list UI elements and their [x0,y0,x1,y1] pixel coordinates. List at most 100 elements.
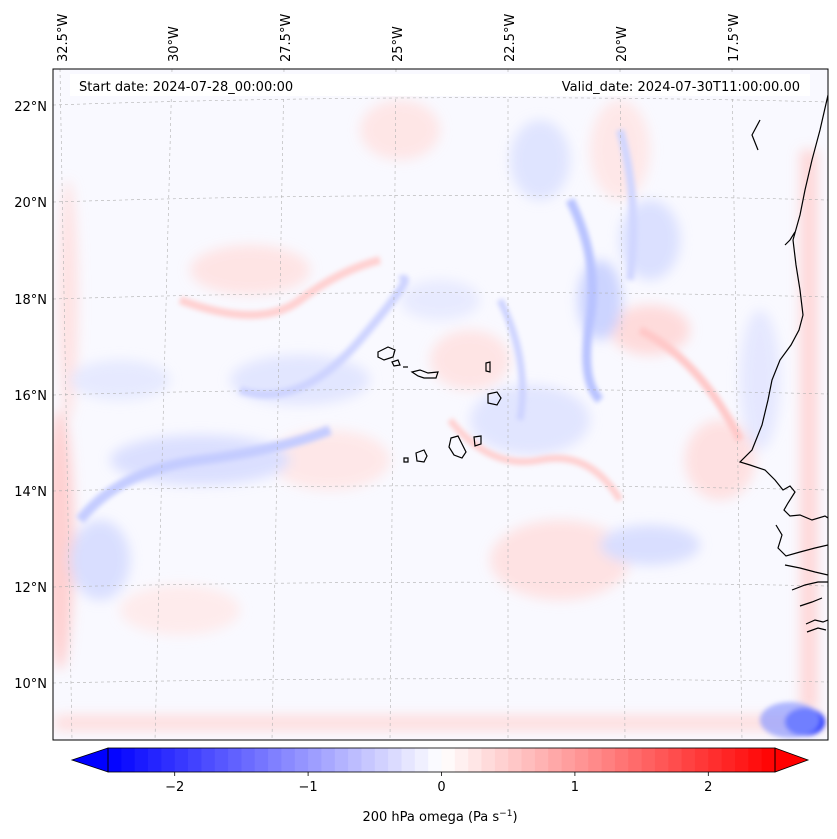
colorbar-swatch [628,748,643,772]
colorbar-swatch [681,748,696,772]
colorbar-swatch [294,748,309,772]
omega-blob [53,410,74,670]
colorbar-swatch [734,748,749,772]
colorbar-swatch [228,748,242,772]
omega-blob [120,585,240,635]
colorbar-swatch [188,748,202,772]
omega-band [178,256,381,319]
parallel [53,678,828,684]
africa-coastline [738,94,828,521]
colorbar-swatch [454,748,469,772]
omega-band [616,128,638,281]
lat-label: 20°N [14,196,47,211]
colorbar-swatch [361,748,376,772]
colorbar-swatch [561,748,576,772]
omega-blob [590,100,650,200]
lon-label: 22.5°W [503,14,518,62]
omega-blob [430,330,510,390]
omega-field [53,100,825,738]
lon-label: 20°W [615,26,630,62]
date-header-strip [70,74,810,96]
colorbar-swatch [654,748,669,772]
colorbar-ticks: −2 −1 0 1 2 [165,772,712,795]
colorbar-swatch [468,748,483,772]
colorbar-swatch [148,748,162,772]
colorbar-swatch [601,748,616,772]
colorbar-swatch [481,748,496,772]
omega-blob [230,355,370,405]
colorbar-swatch [441,748,456,772]
island-santo-antao [377,346,396,361]
colorbar-tick-label: 2 [704,780,712,795]
parallel [53,97,828,106]
colorbar-swatch [414,748,429,772]
colorbar: −2 −1 0 1 2 200 hPa omega (Pa s−1) [70,747,810,825]
longitude-labels: 32.5°W 30°W 27.5°W 25°W 22.5°W 20°W 17.5… [56,14,742,62]
omega-blob [470,385,590,455]
island-santiago [448,435,467,459]
parallel [53,581,828,588]
coast-detail [791,581,828,591]
omega-band [565,197,604,404]
colorbar-label: 200 hPa omega (Pa s−1) [362,809,517,825]
parallel [53,195,828,203]
lat-label: 12°N [14,581,47,596]
omega-blob [58,180,78,420]
colorbar-swatch [708,748,723,772]
colorbar-swatch [401,748,416,772]
omega-blob [55,715,825,731]
omega-band [496,298,526,421]
map-background [53,69,828,740]
coastlines [377,94,828,633]
island-brava [403,457,409,463]
colorbar-swatch [161,748,176,772]
omega-blob [360,100,440,160]
colorbar-swatch [641,748,656,772]
omega-blob [610,305,690,355]
map-frame [52,68,829,741]
colorbar-swatch [334,748,349,772]
lat-label: 14°N [14,485,47,500]
lat-label: 10°N [14,677,47,692]
meridian [59,69,73,740]
colorbar-swatch [174,748,189,772]
lat-label: 16°N [14,389,47,404]
meridian [731,69,743,740]
colorbar-swatch [348,748,362,772]
island-maio [473,435,482,447]
omega-blob [760,702,820,738]
colorbar-swatch [668,748,683,772]
coast-detail [784,231,796,246]
colorbar-tick-label: −2 [165,780,184,795]
parallel [53,485,828,492]
coast-detail [784,564,828,576]
colorbar-tick-label: 1 [571,780,579,795]
lat-label: 18°N [14,293,47,308]
omega-blob [70,520,130,600]
meridian [389,69,397,740]
island-boa-vista [487,391,502,406]
lon-label: 32.5°W [56,14,71,62]
lon-label: 27.5°W [279,14,294,62]
latitude-labels: 22°N 20°N 18°N 16°N 14°N 12°N 10°N [14,100,47,692]
island-sal [485,361,491,373]
colorbar-swatch [574,748,589,772]
colorbar-extend-min [70,747,109,773]
colorbar-tick-label: −1 [299,780,318,795]
omega-band [638,326,744,442]
valid-date-label: Valid_date: 2024-07-30T11:00:00.00 [562,80,800,95]
colorbar-swatch [428,748,442,772]
meridian [154,69,173,740]
colorbar-tick-label: 0 [437,780,445,795]
coast-detail [751,119,761,151]
colorbar-swatch [374,748,389,772]
start-date-label: Start date: 2024-07-28_00:00:00 [79,80,293,95]
colorbar-extend-max [774,747,810,773]
colorbar-swatch [201,748,216,772]
coast-detail [799,597,823,607]
island-fogo [415,449,428,463]
coast-detail [806,627,827,633]
coast-detail [775,524,828,557]
omega-band [76,425,332,524]
omega-blob [510,120,570,200]
